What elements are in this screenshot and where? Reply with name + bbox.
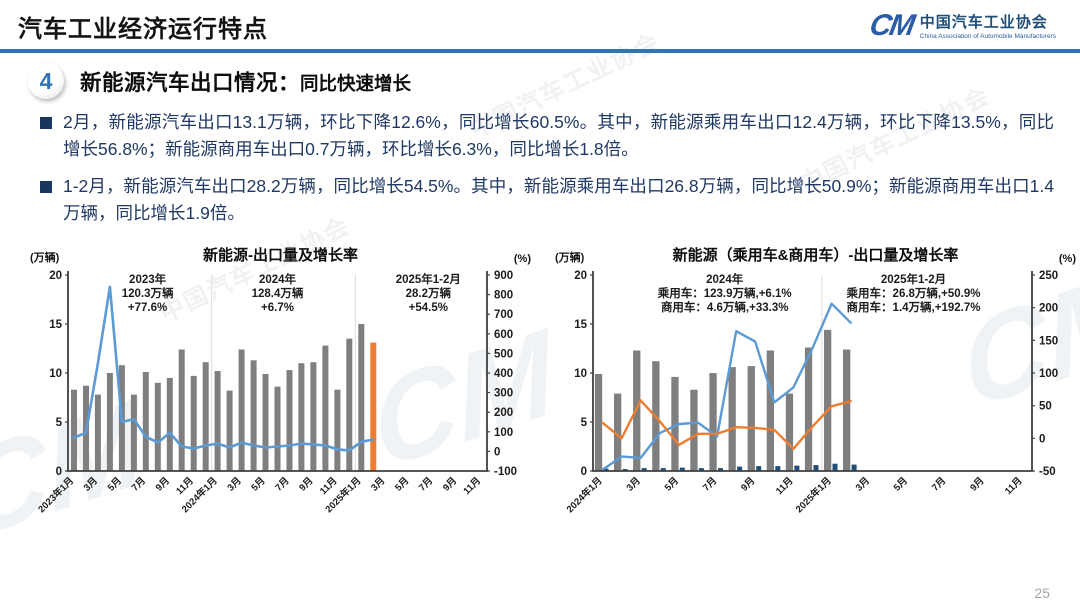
svg-text:9月: 9月 bbox=[441, 476, 459, 494]
svg-text:9月: 9月 bbox=[154, 476, 172, 494]
svg-text:9月: 9月 bbox=[968, 476, 986, 494]
svg-text:0: 0 bbox=[1039, 433, 1045, 445]
svg-text:3月: 3月 bbox=[225, 476, 243, 494]
nev-total-export-chart: (万辆) 新能源-出口量及增长率 (%) 0 5 10 15 20 900 800 700 60… bbox=[28, 244, 533, 533]
svg-text:-100: -100 bbox=[494, 466, 517, 478]
svg-text:2025年1月: 2025年1月 bbox=[793, 475, 834, 516]
svg-text:200: 200 bbox=[494, 407, 513, 419]
bullet-square-icon bbox=[40, 117, 52, 129]
caam-logo: CM 中国汽车工业协会 China Association of Automob… bbox=[867, 8, 1056, 42]
bullet-text: 2月，新能源汽车出口13.1万辆，环比下降12.6%，同比增长60.5%。其中，… bbox=[63, 112, 1054, 160]
svg-text:11月: 11月 bbox=[774, 476, 796, 498]
charts-row: (万辆) 新能源-出口量及增长率 (%) 0 5 10 15 20 900 800 700 60… bbox=[0, 236, 1080, 533]
page-number: 25 bbox=[1034, 585, 1050, 601]
svg-text:9月: 9月 bbox=[297, 476, 315, 494]
right-axis-unit-label: (%) bbox=[1058, 253, 1076, 266]
svg-text:3月: 3月 bbox=[369, 476, 387, 494]
svg-text:11月: 11月 bbox=[1003, 476, 1025, 498]
svg-text:300: 300 bbox=[494, 388, 513, 400]
svg-text:7月: 7月 bbox=[417, 476, 435, 494]
svg-text:5: 5 bbox=[581, 417, 588, 429]
chart-title: 新能源（乘用车&商用车）-出口量及增长率 bbox=[672, 247, 959, 265]
nev-pv-cv-export-chart: (万辆) 新能源（乘用车&商用车）-出口量及增长率 (%) 0 5 10 15 20 25… bbox=[553, 244, 1078, 533]
svg-text:900: 900 bbox=[494, 270, 513, 282]
svg-text:500: 500 bbox=[494, 349, 513, 361]
svg-text:7月: 7月 bbox=[701, 476, 719, 494]
chart-title: 新能源-出口量及增长率 bbox=[203, 247, 358, 265]
left-axis-unit-label: (万辆) bbox=[30, 252, 60, 265]
svg-text:5月: 5月 bbox=[892, 476, 910, 494]
section-number-badge: 4 bbox=[28, 63, 64, 99]
svg-text:15: 15 bbox=[49, 319, 62, 331]
caam-logo-mark-icon: CM bbox=[867, 8, 916, 42]
svg-text:0: 0 bbox=[581, 466, 587, 478]
bullet-item: 1-2月，新能源汽车出口28.2万辆，同比增长54.5%。其中，新能源乘用车出口… bbox=[40, 173, 1054, 228]
svg-text:100: 100 bbox=[494, 427, 513, 439]
bullet-list: 2月，新能源汽车出口13.1万辆，环比下降12.6%，同比增长60.5%。其中，… bbox=[0, 101, 1080, 227]
svg-text:100: 100 bbox=[1039, 368, 1058, 380]
svg-text:2024年乘用车：123.9万辆,+6.1%商用车：4.6万: 2024年乘用车：123.9万辆,+6.1%商用车：4.6万辆,+33.3% bbox=[657, 272, 792, 314]
svg-text:5: 5 bbox=[56, 417, 63, 429]
svg-text:150: 150 bbox=[1039, 335, 1058, 347]
bullet-text: 1-2月，新能源汽车出口28.2万辆，同比增长54.5%。其中，新能源乘用车出口… bbox=[63, 175, 1054, 223]
bullet-square-icon bbox=[40, 180, 52, 193]
svg-text:250: 250 bbox=[1039, 270, 1058, 282]
svg-text:50: 50 bbox=[1039, 401, 1052, 413]
svg-text:700: 700 bbox=[494, 309, 513, 321]
svg-text:7月: 7月 bbox=[930, 476, 948, 494]
svg-text:2024年1月: 2024年1月 bbox=[564, 475, 605, 516]
svg-text:0: 0 bbox=[56, 466, 62, 478]
caam-logo-name-cn: 中国汽车工业协会 bbox=[919, 14, 1048, 31]
svg-text:7月: 7月 bbox=[273, 476, 291, 494]
svg-text:2023年1月: 2023年1月 bbox=[36, 475, 77, 516]
svg-text:5月: 5月 bbox=[249, 476, 267, 494]
svg-text:200: 200 bbox=[1039, 303, 1058, 315]
svg-text:20: 20 bbox=[49, 270, 62, 282]
svg-text:600: 600 bbox=[494, 329, 513, 341]
right-axis-unit-label: (%) bbox=[513, 253, 531, 266]
svg-text:5月: 5月 bbox=[393, 476, 411, 494]
section-title: 新能源汽车出口情况： bbox=[80, 70, 301, 95]
svg-text:-50: -50 bbox=[1039, 466, 1056, 478]
section-subtitle: 同比快速增长 bbox=[300, 72, 412, 94]
svg-text:20: 20 bbox=[574, 270, 587, 282]
svg-text:3月: 3月 bbox=[854, 476, 872, 494]
svg-text:0: 0 bbox=[494, 447, 500, 459]
chart-canvas: 0 5 10 15 20 250 200 150 100 50 0 -50 2024年1月 3月 5月 7月 9… bbox=[553, 265, 1078, 533]
svg-text:9月: 9月 bbox=[739, 476, 757, 494]
page-title: 汽车工业经济运行特点 bbox=[18, 16, 268, 43]
chart-canvas: 0 5 10 15 20 900 800 700 600 500 400 300 200 100 0 -100… bbox=[28, 265, 533, 533]
svg-text:5月: 5月 bbox=[106, 476, 124, 494]
svg-text:2025年1-2月乘用车：26.8万辆,+50.9%商用车：: 2025年1-2月乘用车：26.8万辆,+50.9%商用车：1.4万辆,+192… bbox=[846, 272, 981, 314]
svg-text:800: 800 bbox=[494, 290, 513, 302]
svg-text:10: 10 bbox=[574, 368, 587, 380]
section-heading: 4 新能源汽车出口情况：同比快速增长 bbox=[0, 53, 1080, 101]
svg-text:10: 10 bbox=[49, 368, 62, 380]
caam-logo-name-en: China Association of Automobile Manufact… bbox=[919, 33, 1056, 40]
svg-text:11月: 11月 bbox=[462, 476, 484, 498]
bullet-item: 2月，新能源汽车出口13.1万辆，环比下降12.6%，同比增长60.5%。其中，… bbox=[40, 109, 1054, 164]
header-divider bbox=[0, 49, 1080, 53]
svg-text:400: 400 bbox=[494, 368, 513, 380]
svg-text:3月: 3月 bbox=[625, 476, 643, 494]
header: 汽车工业经济运行特点 CM 中国汽车工业协会 China Association… bbox=[0, 0, 1080, 49]
svg-text:15: 15 bbox=[574, 319, 587, 331]
svg-text:3月: 3月 bbox=[82, 476, 100, 494]
left-axis-unit-label: (万辆) bbox=[555, 252, 585, 265]
svg-text:5月: 5月 bbox=[663, 476, 681, 494]
svg-text:7月: 7月 bbox=[130, 476, 148, 494]
